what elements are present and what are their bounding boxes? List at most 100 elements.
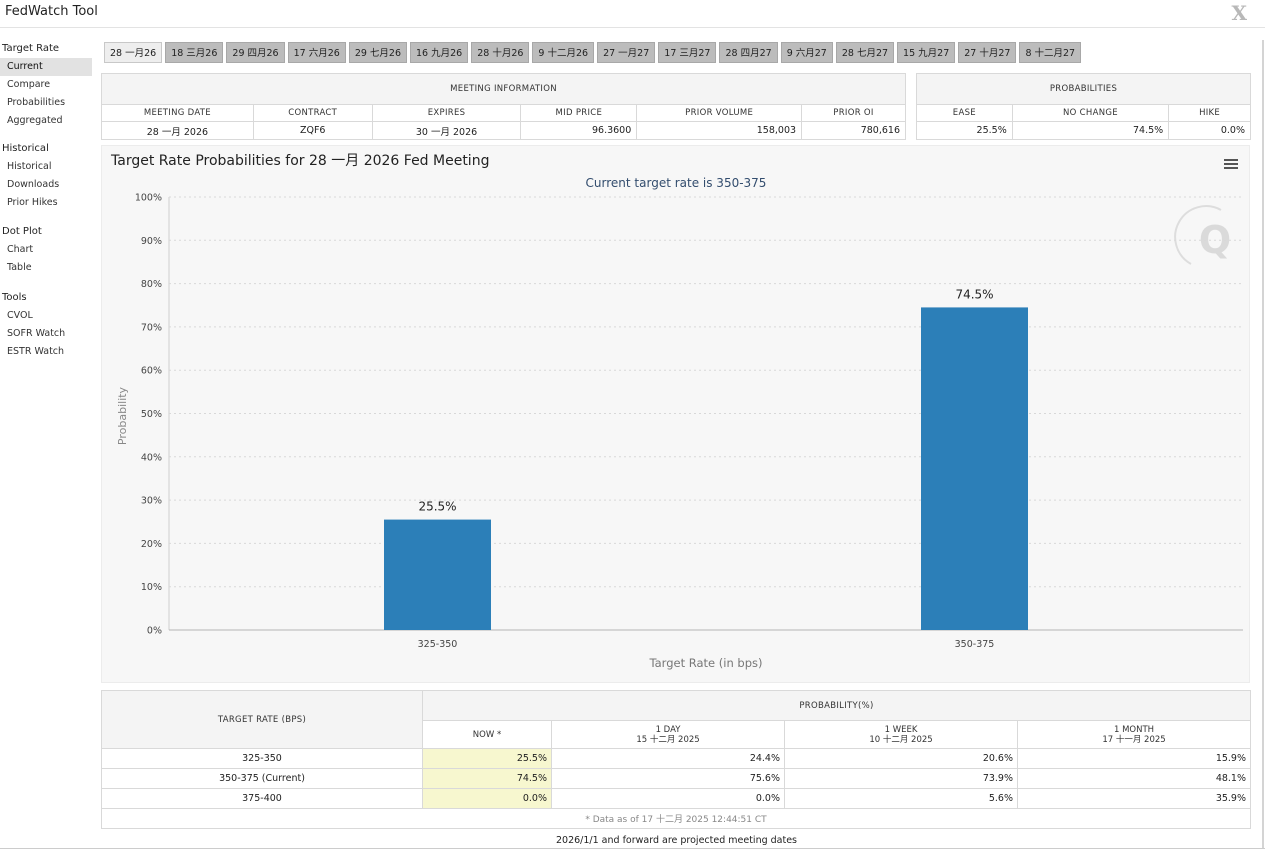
col-1-month: 1 MONTH 17 十一月 2025 [1017,720,1251,749]
col-1-month-label: 1 MONTH [1113,724,1155,735]
tab-meeting[interactable]: 27 一月27 [597,42,656,63]
y-tick-label: 10% [141,582,162,593]
title-bar: FedWatch Tool X [0,0,1265,28]
sidebar-item-cvol[interactable]: CVOL [7,310,33,321]
sidebar-item-sofr-watch[interactable]: SOFR Watch [7,328,66,339]
y-tick-label: 50% [141,409,162,420]
col-1-day-date: 15 十二月 2025 [636,734,700,745]
column-header: EASE [916,104,1013,122]
probability-history-table: TARGET RATE (BPS) PROBABILITY(%) NOW * 1… [101,690,1251,829]
contract-value: ZQF6 [252,121,373,140]
sidebar-item-compare[interactable]: Compare [7,79,51,90]
column-header: MEETING DATE [101,104,254,122]
y-tick-label: 100% [135,193,162,204]
y-tick-label: 90% [141,236,162,247]
hike-value: 0.0% [1168,121,1251,140]
column-header: MID PRICE [520,104,638,122]
one-day-cell: 75.6% [551,768,785,789]
sidebar-item-prior-hikes[interactable]: Prior Hikes [7,197,58,208]
sidebar-item-aggregated[interactable]: Aggregated [7,115,63,126]
tab-meeting[interactable]: 17 六月26 [287,42,346,63]
tab-meeting[interactable]: 29 四月26 [226,42,285,63]
column-header: PRIOR OI [801,104,906,122]
target-rate-cell: 325-350 [101,748,423,769]
tab-meeting[interactable]: 28 一月26 [104,42,163,63]
tab-meeting[interactable]: 28 七月27 [835,42,895,63]
one-day-cell: 24.4% [551,748,785,769]
bar-325-350[interactable] [384,519,491,630]
sidebar-item-historical[interactable]: Historical [7,161,52,172]
col-1-week: 1 WEEK 10 十二月 2025 [784,720,1018,749]
one-week-cell: 73.9% [784,768,1018,789]
table-row: 325-350 25.5% 24.4% 20.6% 15.9% [101,748,1251,769]
close-icon[interactable]: X [1231,1,1247,25]
now-cell: 74.5% [422,768,552,789]
chart-subtitle: Current target rate is 350-375 [586,176,767,190]
prior-oi-value: 780,616 [801,121,906,140]
y-tick-label: 70% [141,322,162,333]
target-rate-cell: 375-400 [101,788,423,809]
tab-meeting[interactable]: 29 七月26 [348,42,408,63]
col-now-label: NOW * [472,729,502,740]
sidebar-item-downloads[interactable]: Downloads [7,179,60,190]
probabilities-header: PROBABILITIES [916,73,1251,105]
one-day-cell: 0.0% [551,788,785,809]
app-title: FedWatch Tool [5,4,98,19]
col-1-day-label: 1 DAY [655,724,681,735]
tab-meeting[interactable]: 16 九月26 [410,42,469,63]
tab-meeting[interactable]: 8 十二月27 [1019,42,1082,63]
y-tick-label: 60% [141,366,162,377]
one-week-cell: 5.6% [784,788,1018,809]
sidebar-section-tools: Tools [2,292,27,303]
probability-header: PROBABILITY(%) [422,690,1251,721]
sidebar-item-estr-watch[interactable]: ESTR Watch [7,346,65,357]
data-timestamp-note: * Data as of 17 十二月 2025 12:44:51 CT [101,808,1251,829]
y-tick-label: 20% [141,539,162,550]
tab-meeting[interactable]: 28 十月26 [471,42,530,63]
data-label: 25.5% [418,500,456,514]
projected-dates-note: 2026/1/1 and forward are projected meeti… [555,835,798,846]
probability-bar-chart: Target Rate Probabilities for 28 一月 2026… [110,153,1243,670]
sidebar-item-table[interactable]: Table [7,262,32,273]
expires-value: 30 一月 2026 [371,121,522,140]
column-header: HIKE [1168,104,1251,122]
column-header: CONTRACT [252,104,373,122]
meeting-date-value: 28 一月 2026 [101,121,254,140]
one-month-cell: 15.9% [1017,748,1251,769]
column-header: PRIOR VOLUME [636,104,803,122]
table-row: 375-400 0.0% 0.0% 5.6% 35.9% [101,788,1251,809]
no-change-value: 74.5% [1011,121,1170,140]
target-rate-cell: 350-375 (Current) [101,768,423,789]
q-logo-icon: Q [1174,205,1231,265]
tab-meeting[interactable]: 17 三月27 [658,42,717,63]
tab-meeting[interactable]: 15 九月27 [897,42,956,63]
target-rate-header: TARGET RATE (BPS) [101,690,423,749]
sidebar-section-dot-plot: Dot Plot [2,226,42,237]
col-1-week-date: 10 十二月 2025 [869,734,933,745]
sidebar-section-historical: Historical [2,143,49,154]
prior-volume-value: 158,003 [636,121,803,140]
col-1-month-date: 17 十一月 2025 [1102,734,1166,745]
bar-350-375[interactable] [921,307,1028,630]
col-1-week-label: 1 WEEK [884,724,918,735]
one-month-cell: 35.9% [1017,788,1251,809]
tab-meeting[interactable]: 28 四月27 [719,42,778,63]
y-tick-label: 30% [141,496,162,507]
now-cell: 25.5% [422,748,552,769]
sidebar-item-chart[interactable]: Chart [7,244,34,255]
table-row: 350-375 (Current) 74.5% 75.6% 73.9% 48.1… [101,768,1251,789]
tab-meeting[interactable]: 9 六月27 [780,42,833,63]
sidebar-item-current[interactable]: Current [0,58,92,76]
column-header: NO CHANGE [1011,104,1170,122]
meeting-info-header: MEETING INFORMATION [101,73,906,105]
x-axis-label: Target Rate (in bps) [649,656,763,670]
col-1-day: 1 DAY 15 十二月 2025 [551,720,785,749]
x-tick-label: 325-350 [418,639,458,650]
hamburger-menu-icon[interactable] [1222,157,1238,170]
x-tick-label: 350-375 [955,639,995,650]
now-cell: 0.0% [422,788,552,809]
tab-meeting[interactable]: 27 十月27 [958,42,1017,63]
tab-meeting[interactable]: 18 三月26 [165,42,224,63]
sidebar-item-probabilities[interactable]: Probabilities [7,97,66,108]
tab-meeting[interactable]: 9 十二月26 [532,42,595,63]
